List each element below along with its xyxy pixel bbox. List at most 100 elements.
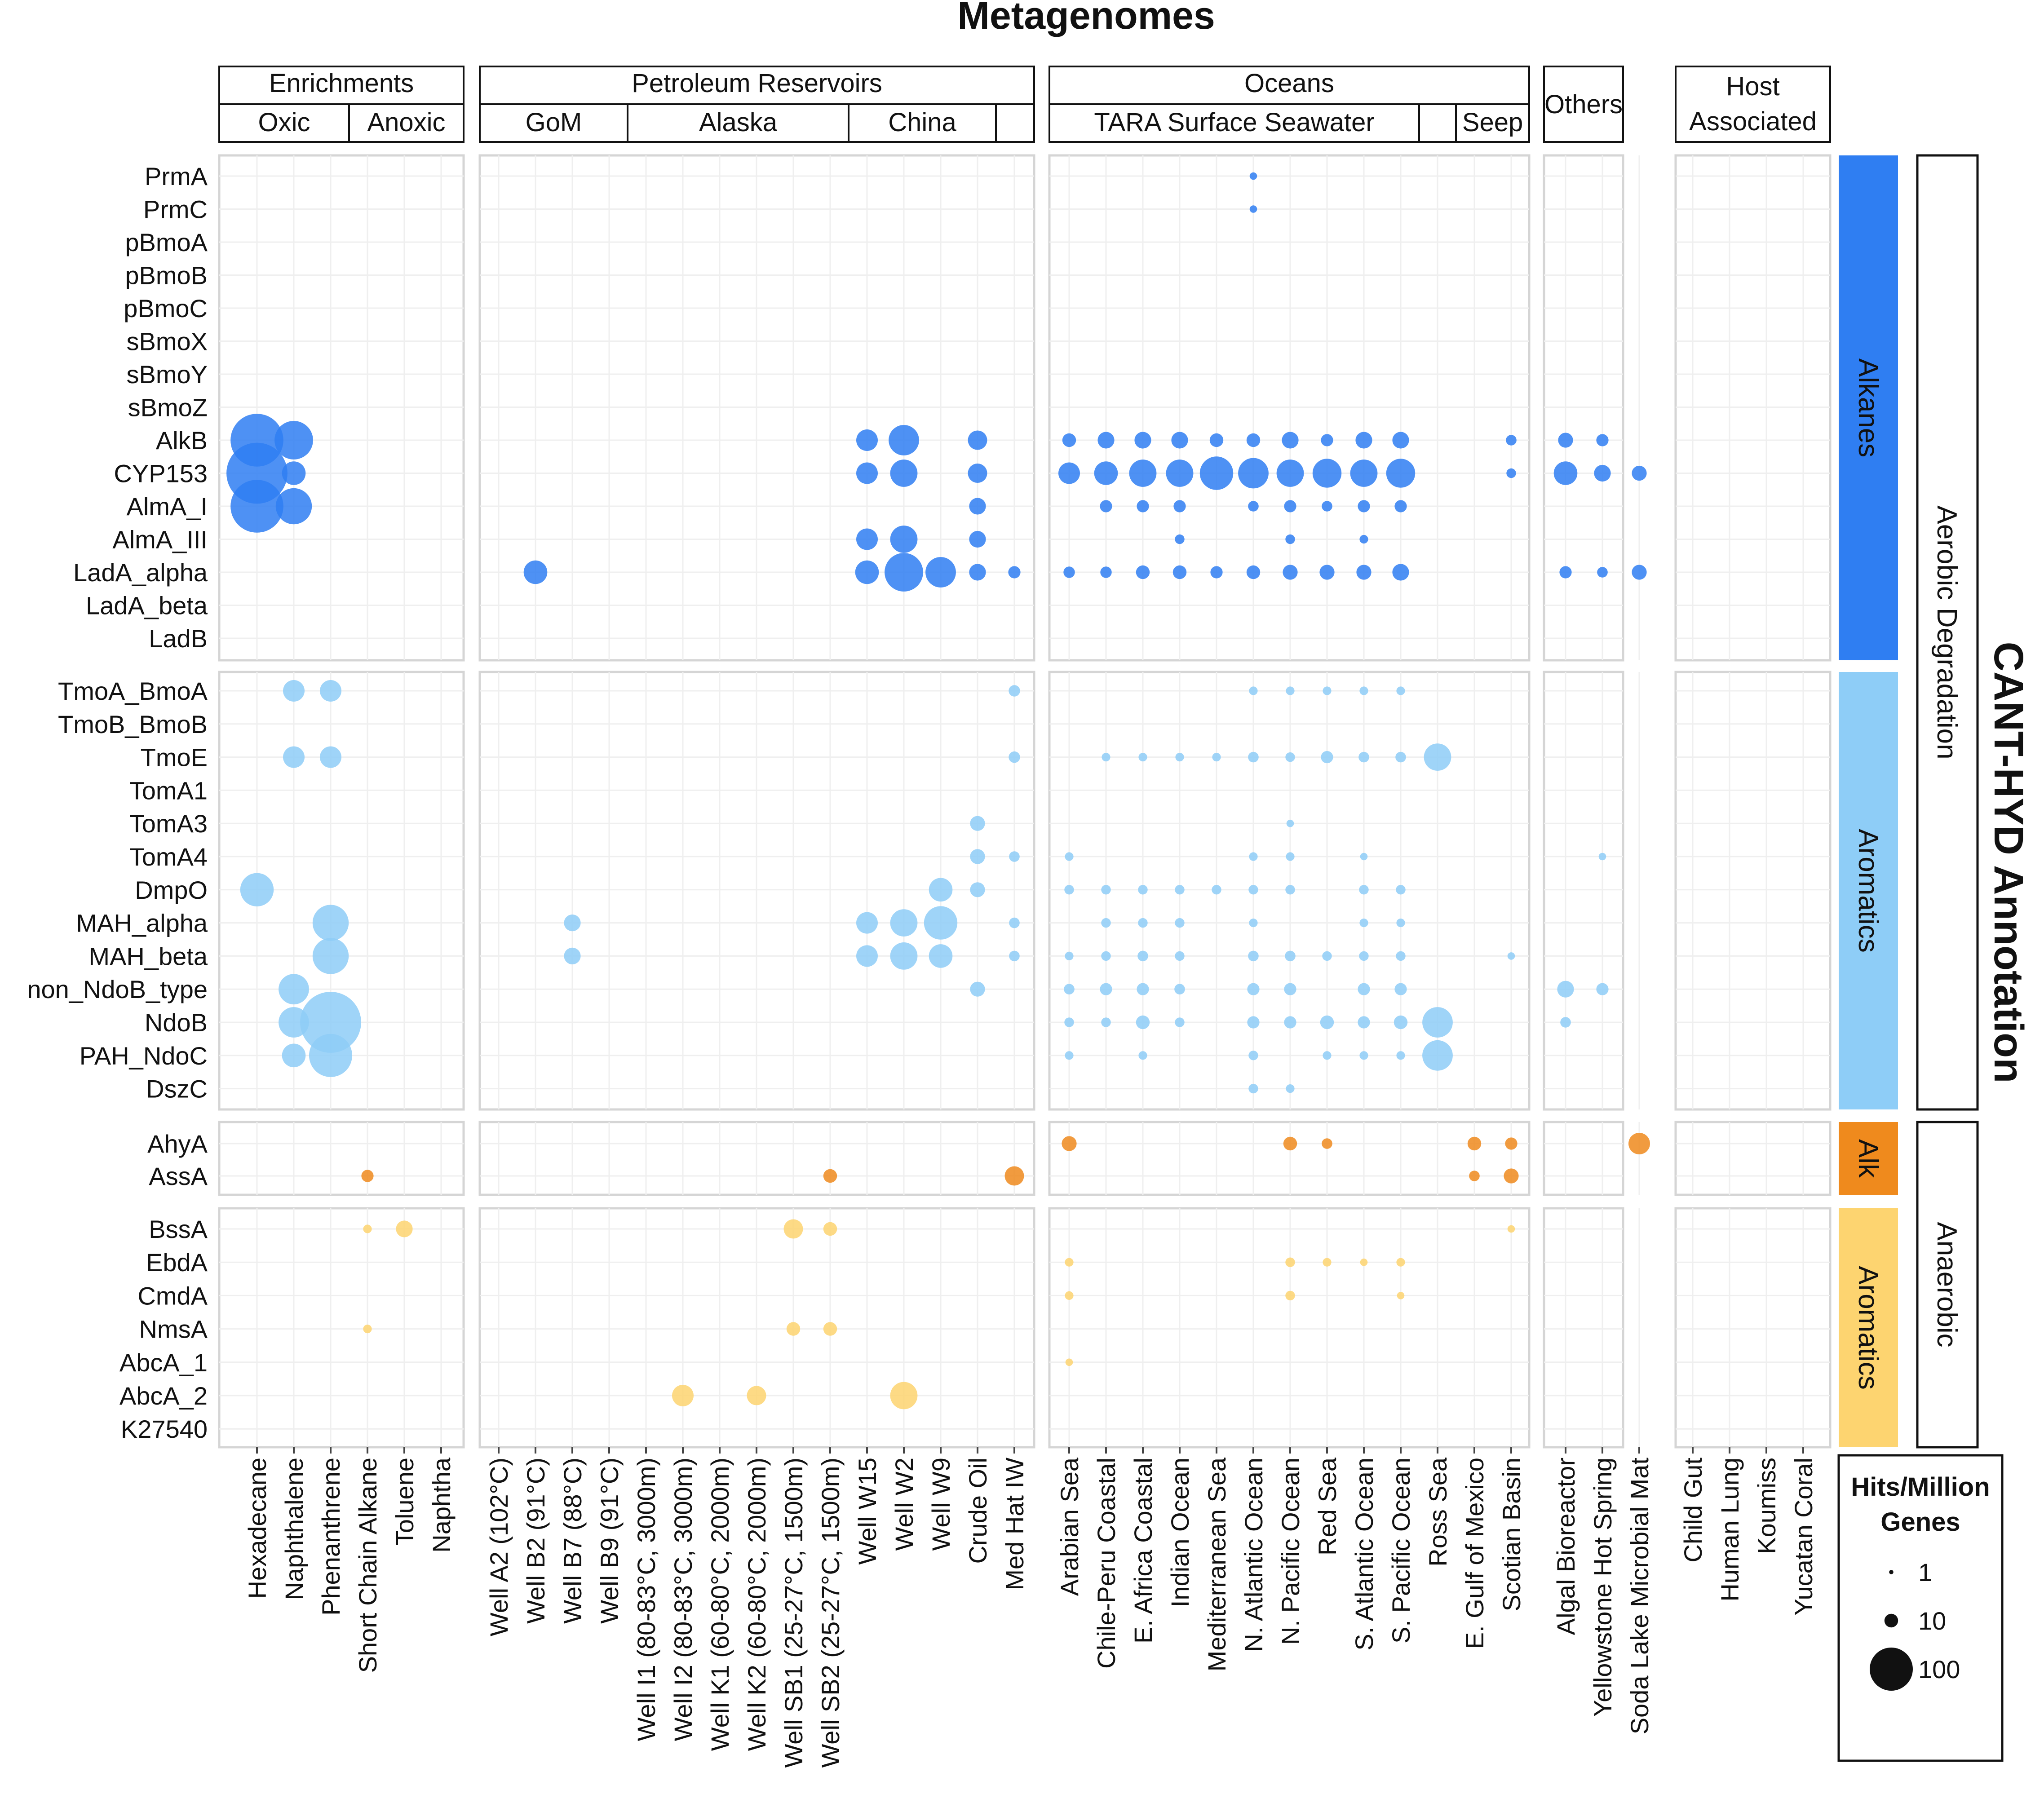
bubble-cyp153-naphthalene [282,461,306,485]
bubble-alma-i-n-atlantic-ocean [1248,501,1259,512]
column-label-med-hat-iw: Med Hat IW [1000,1458,1029,1591]
strip-subgroup-label: Anoxic [367,108,445,137]
bubble-ahya-soda-lake-microbial-mat [1628,1133,1650,1154]
bubble-tmoe-s-atlantic-ocean [1358,751,1369,763]
strip-group-host-associated [1675,66,1831,143]
panel-1-3 [1543,671,1624,1111]
bubble-mah-beta-s-atlantic-ocean [1359,951,1369,961]
bubble-tmoe-med-hat-iw [1009,751,1020,763]
bubble-alma-i-indian-ocean [1173,500,1186,513]
bubble-alkb-naphthalene [274,421,313,460]
bubble-ahya-arabian-sea [1062,1136,1077,1151]
panel-2-2 [1048,1121,1531,1196]
bubble-dmpo-n-atlantic-ocean [1248,885,1258,895]
row-label-toma3: TomA3 [129,809,208,838]
row-label-k27540: K27540 [121,1415,208,1443]
bubble-mah-alpha-well-w9 [924,906,958,940]
bubble-cyp153-well-w15 [856,462,878,484]
strip-subgroup-label: Alaska [699,108,778,137]
bubble-ebda-arabian-sea [1065,1258,1074,1267]
row-label-sbmoy: sBmoY [127,360,208,389]
bubble-toma4-n-atlantic-ocean [1249,852,1258,861]
bubble-tmoe-naphthalene [283,746,305,768]
bubble-toma4-n-pacific-ocean [1286,852,1295,861]
bubble-non-ndob-type-n-pacific-ocean [1284,983,1296,995]
column-label-naphthalene: Naphthalene [280,1458,308,1600]
bubble-lada-alpha-s-atlantic-ocean [1356,565,1372,580]
bubble-alkb-n-pacific-ocean [1282,432,1299,449]
row-label-assa: AssA [149,1162,208,1190]
bubble-nmsa-well-sb1-25-27-c-1500m [786,1322,801,1336]
bubble-lada-alpha-indian-ocean [1172,565,1187,579]
column-label-well-b2-91-c: Well B2 (91°C) [522,1458,550,1624]
column-label-e-gulf-of-mexico: E. Gulf of Mexico [1460,1458,1489,1649]
column-label-n-pacific-ocean: N. Pacific Ocean [1276,1458,1305,1645]
bubble-tmoe-chile-peru-coastal [1102,753,1110,762]
bubble-non-ndob-type-crude-oil [970,981,985,997]
bubble-alma-iii-well-w2 [890,526,918,553]
row-label-pah-ndoc: PAH_NdoC [80,1042,208,1070]
column-label-red-sea: Red Sea [1313,1457,1341,1555]
bubble-abca-2-well-k2-60-80-c-2000m [747,1386,766,1405]
bubble-dmpo-e-africa-coastal [1138,885,1148,895]
bubble-toma4-crude-oil [970,849,985,864]
row-label-alkb: AlkB [156,426,208,455]
category-strip-alkanes [1839,155,1898,660]
bubble-tmoe-ross-sea [1424,743,1451,771]
category-strip-label: Aromatics [1853,829,1884,953]
row-label-cyp153: CYP153 [114,460,208,488]
bubble-lada-alpha-well-b2-91-c [523,560,548,584]
outer-group-label: Anaerobic [1931,1222,1962,1347]
bubble-pah-ndoc-arabian-sea [1065,1051,1074,1060]
column-label-scotian-basin: Scotian Basin [1497,1458,1526,1611]
strip-group-others [1543,66,1624,143]
row-label-prma: PrmA [145,162,208,190]
bubble-nmsa-short-chain-alkane [363,1325,372,1334]
bubble-non-ndob-type-naphthalene [279,974,309,1005]
bubble-pah-ndoc-e-africa-coastal [1138,1051,1147,1060]
strip-subgroup-seep [1455,103,1530,143]
panel-1-4 [1674,671,1832,1111]
bubble-dmpo-chile-peru-coastal [1101,885,1111,895]
bubble-assa-med-hat-iw [1004,1166,1024,1186]
bubble-mah-beta-phenanthrene [312,938,349,974]
row-label-nmsa: NmsA [139,1315,208,1343]
outer-group-anaerobic [1916,1121,1979,1449]
outer-group-label: Aerobic Degradation [1931,505,1962,759]
row-label-ahya: AhyA [147,1130,208,1158]
bubble-abca-2-well-i2-80-83-c-3000m [672,1385,694,1406]
bubble-assa-scotian-basin [1504,1168,1519,1184]
bubble-lada-alpha-well-w2 [885,553,923,592]
size-legend-bubble [1870,1648,1913,1691]
row-label-alma-iii: AlmA_III [112,526,208,554]
bubble-bssa-short-chain-alkane [363,1224,372,1233]
bubble-ndob-chile-peru-coastal [1101,1017,1111,1027]
bubble-toma4-yellowstone-hot-spring [1598,853,1606,861]
row-label-mah-beta: MAH_beta [88,942,208,970]
size-legend-label: 10 [1918,1607,1946,1635]
bubble-tmoa-bmoa-naphthalene [283,680,305,702]
bubble-mah-beta-e-africa-coastal [1137,950,1148,962]
bubble-mah-beta-well-w15 [856,945,878,967]
bubble-ebda-red-sea [1323,1258,1332,1267]
bubble-ahya-scotian-basin [1505,1137,1518,1150]
bubble-ahya-e-gulf-of-mexico [1467,1136,1482,1151]
column-label-phenanthrene: Phenanthrene [317,1458,345,1616]
bubble-mah-beta-well-w2 [890,942,918,970]
bubble-cyp153-well-w2 [890,460,918,487]
column-label-well-b7-88-c: Well B7 (88°C) [558,1458,587,1624]
column-label-short-chain-alkane: Short Chain Alkane [354,1458,382,1673]
category-strip-label: Alkanes [1853,358,1884,458]
bubble-mah-alpha-well-w2 [890,909,918,937]
bubble-mah-alpha-e-africa-coastal [1138,918,1148,928]
bubble-ndob-red-sea [1320,1015,1334,1030]
bubble-lada-alpha-arabian-sea [1063,566,1075,578]
bubble-dmpo-s-atlantic-ocean [1359,885,1369,895]
bubble-alma-i-red-sea [1322,501,1332,512]
bubble-nmsa-well-sb2-25-27-c-1500m [823,1322,837,1336]
column-label-toluene: Toluene [390,1458,419,1546]
bubble-alkb-e-africa-coastal [1134,432,1151,449]
bubble-ahya-n-pacific-ocean [1283,1136,1297,1151]
bubble-toma4-s-atlantic-ocean [1360,853,1368,861]
column-label-well-sb1-25-27-c-1500m: Well SB1 (25-27°C, 1500m) [779,1458,808,1768]
